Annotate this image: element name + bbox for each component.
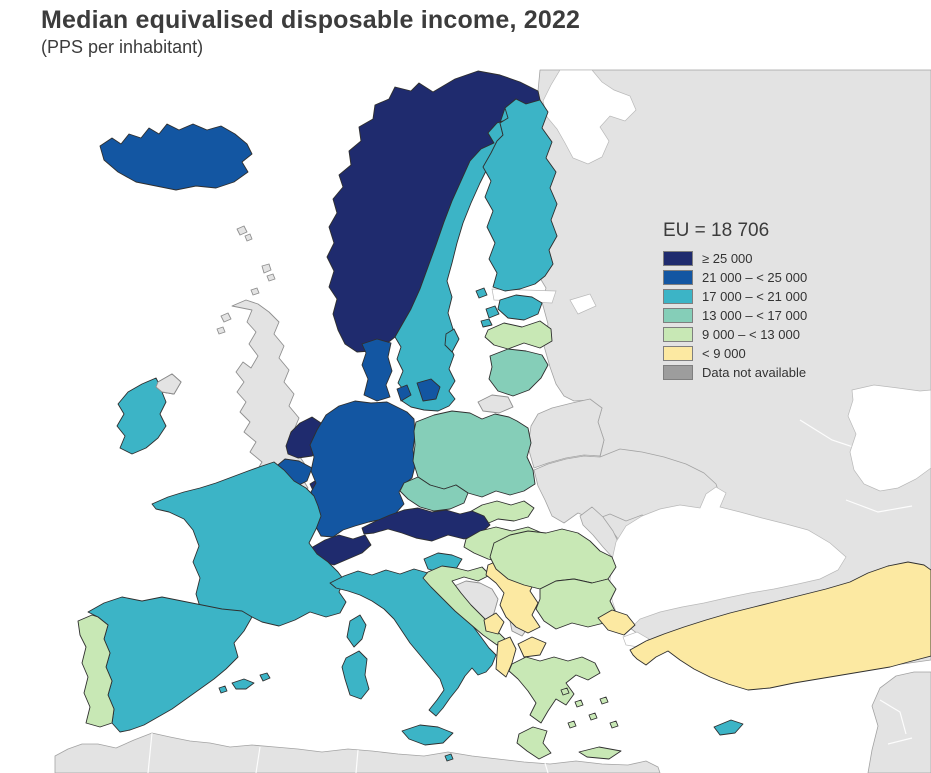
white-sea bbox=[542, 69, 637, 165]
legend-row: 17 000 – < 21 000 bbox=[663, 287, 807, 306]
legend-label: 9 000 – < 13 000 bbox=[702, 327, 800, 342]
country-finland bbox=[482, 98, 558, 292]
country-estonia bbox=[497, 294, 543, 321]
peloponnese bbox=[516, 726, 552, 760]
shetland-islands bbox=[250, 263, 276, 296]
region-northern-ireland bbox=[155, 373, 182, 395]
crete-island bbox=[578, 746, 622, 760]
zealand-island bbox=[416, 378, 441, 402]
legend-row: 21 000 – < 25 000 bbox=[663, 268, 807, 287]
balearic-islands bbox=[218, 672, 271, 694]
malta-island bbox=[444, 753, 454, 762]
aland-islands bbox=[475, 287, 488, 299]
hebrides-islands bbox=[216, 312, 232, 335]
legend-label: 21 000 – < 25 000 bbox=[702, 270, 808, 285]
legend-swatch-17000-21000 bbox=[663, 289, 693, 304]
country-greece bbox=[508, 656, 601, 724]
aegean-islands bbox=[560, 687, 619, 729]
legend-row: 13 000 – < 17 000 bbox=[663, 306, 807, 325]
legend-label: Data not available bbox=[702, 365, 807, 380]
country-austria bbox=[361, 507, 491, 542]
country-cyprus bbox=[713, 719, 744, 736]
country-montenegro bbox=[483, 612, 505, 635]
legend: EU = 18 706 ≥ 25 000 21 000 – < 25 000 1… bbox=[663, 220, 807, 382]
region-kaliningrad bbox=[477, 394, 514, 414]
corsica-island bbox=[346, 614, 367, 648]
border-lines-africa bbox=[147, 732, 549, 773]
eu-value-label: EU = 18 706 bbox=[663, 220, 770, 241]
border-lines-east bbox=[799, 419, 913, 745]
country-turkey bbox=[629, 561, 931, 691]
gotland-island bbox=[444, 328, 460, 353]
sicily-island bbox=[401, 724, 454, 746]
country-iceland bbox=[99, 123, 253, 191]
legend-swatch-9000-13000 bbox=[663, 327, 693, 342]
header: Median equivalised disposable income, 20… bbox=[41, 6, 580, 58]
country-czechia bbox=[399, 476, 469, 512]
country-lithuania bbox=[488, 348, 549, 397]
country-romania bbox=[489, 528, 617, 590]
country-poland bbox=[412, 410, 536, 498]
legend-swatch-gte-25000 bbox=[663, 251, 693, 266]
legend-row: Data not available bbox=[663, 363, 807, 382]
country-denmark bbox=[361, 338, 393, 402]
country-turkey-european bbox=[597, 609, 636, 636]
legend-row: 9 000 – < 13 000 bbox=[663, 325, 807, 344]
lake-ladoga bbox=[569, 293, 597, 315]
legend-label: < 9 000 bbox=[702, 346, 746, 361]
legend-swatch-no-data bbox=[663, 365, 693, 380]
country-france bbox=[151, 461, 347, 627]
country-sweden bbox=[394, 107, 513, 412]
legend-label: 17 000 – < 21 000 bbox=[702, 289, 808, 304]
caspian-sea bbox=[847, 384, 931, 492]
legend-label: 13 000 – < 17 000 bbox=[702, 308, 808, 323]
legend-swatch-lt-9000 bbox=[663, 346, 693, 361]
legend-row: < 9 000 bbox=[663, 344, 807, 363]
country-north-macedonia bbox=[517, 636, 547, 658]
faroe-islands bbox=[236, 225, 253, 242]
page-title: Median equivalised disposable income, 20… bbox=[41, 6, 581, 34]
legend-label: ≥ 25 000 bbox=[702, 251, 753, 266]
page-subtitle: (PPS per inhabitant) bbox=[41, 37, 204, 57]
funen-island bbox=[396, 384, 412, 402]
country-latvia bbox=[484, 320, 553, 350]
region-middle-east bbox=[867, 671, 931, 773]
black-sea bbox=[609, 486, 847, 632]
country-belarus bbox=[527, 398, 605, 469]
legend-row: ≥ 25 000 bbox=[663, 249, 807, 268]
sardinia-island bbox=[341, 650, 370, 700]
legend-swatch-21000-25000 bbox=[663, 270, 693, 285]
legend-swatch-13000-17000 bbox=[663, 308, 693, 323]
saaremaa-islands bbox=[480, 305, 500, 328]
country-portugal bbox=[77, 614, 115, 728]
